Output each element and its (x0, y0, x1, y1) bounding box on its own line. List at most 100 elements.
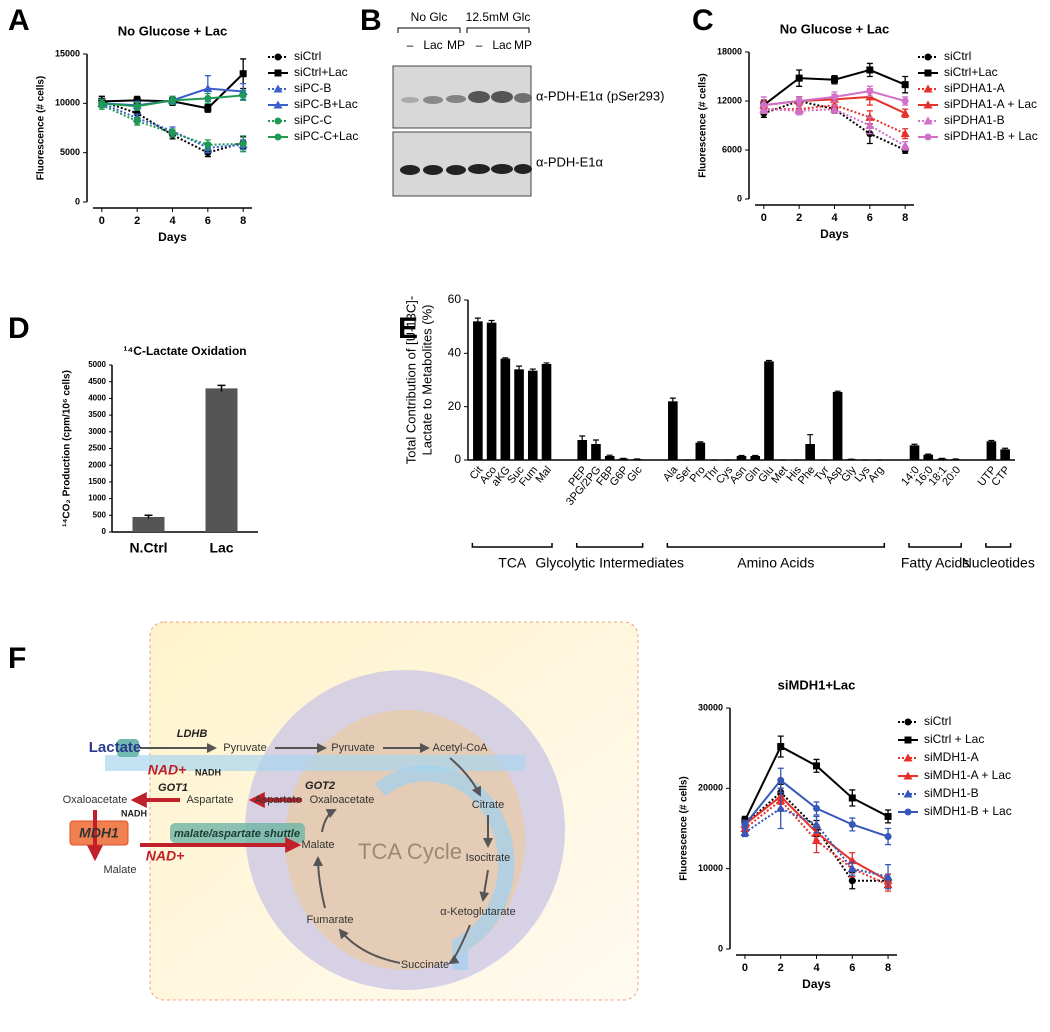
panel-label: E (398, 312, 418, 345)
series-line (101, 104, 244, 146)
legend-label: siPDHA1-B (944, 113, 1005, 127)
group-bracket (908, 543, 962, 548)
y-axis-label: ¹⁴CO₂ Production (cpm/10⁶ cells) (62, 370, 73, 527)
error-bar (911, 443, 918, 447)
diagram-node: NAD+ (148, 762, 187, 778)
point (848, 794, 856, 802)
x-tick-label: Glc (625, 464, 645, 485)
y-tick-label: 1500 (88, 477, 106, 486)
diagram-node: Isocitrate (466, 852, 511, 864)
legend-label: siMDH1-B (924, 786, 979, 800)
bar (604, 456, 615, 460)
y-tick-label: 15000 (55, 48, 80, 58)
point (133, 96, 141, 104)
bar (764, 361, 774, 460)
y-tick-label: 20 (448, 399, 462, 413)
diagram-node: Malate (103, 864, 136, 876)
legend-label: siMDH1-A (924, 750, 979, 764)
point (901, 97, 909, 105)
chart-title: No Glucose + Lac (780, 21, 889, 36)
bar (1000, 449, 1010, 460)
chart-title: ¹⁴C-Lactate Oxidation (123, 344, 246, 358)
point (204, 104, 212, 112)
y-axis-label: Lactate to Metabolites (%) (419, 304, 434, 455)
point (865, 121, 875, 129)
panel-label: B (360, 4, 382, 37)
y-tick-label: 500 (93, 510, 107, 519)
point (133, 102, 141, 110)
point (203, 84, 213, 93)
error-bar (952, 458, 959, 460)
y-tick-label: 20000 (698, 783, 723, 793)
point (741, 820, 749, 828)
error-bar (579, 435, 586, 444)
point (777, 743, 785, 751)
series (759, 104, 910, 151)
error-bar (474, 317, 481, 325)
point (812, 819, 821, 828)
condition-label: 12.5mM Glc (466, 10, 531, 24)
y-tick-label: 4000 (88, 394, 106, 403)
x-tick-label: 8 (902, 212, 908, 224)
error-bar (807, 434, 814, 454)
y-tick-label: 0 (718, 943, 723, 953)
point (795, 74, 803, 82)
diagram-node: Succinate (401, 959, 449, 971)
bar (486, 322, 497, 460)
error-bar (765, 359, 772, 363)
point (133, 117, 141, 125)
diagram-node: LDHB (177, 728, 208, 740)
legend-label: siMDH1-A + Lac (924, 768, 1011, 782)
series (98, 89, 247, 111)
bar (527, 370, 538, 460)
error-bar (502, 357, 509, 360)
point (847, 864, 857, 873)
error-bar (634, 458, 641, 460)
point (794, 106, 804, 115)
diagram-node: Citrate (472, 799, 504, 811)
series-line (763, 104, 906, 135)
point (169, 96, 176, 104)
x-tick-label: 6 (867, 212, 873, 224)
bar (750, 456, 761, 460)
group-bracket (666, 543, 886, 548)
legend-label: siCtrl + Lac (924, 732, 984, 746)
legend-marker (274, 53, 282, 61)
legend-marker (924, 53, 932, 61)
error-bar (606, 454, 613, 457)
legend-marker (924, 133, 932, 141)
series-line (744, 807, 889, 878)
y-axis-label: Fluorescence (# cells) (698, 73, 709, 178)
error-bar (738, 454, 745, 457)
point (900, 141, 910, 150)
legend-marker (904, 808, 912, 816)
bar (950, 459, 961, 460)
x-axis-label: Days (802, 977, 831, 991)
point (866, 66, 874, 74)
x-tick-label: 4 (169, 215, 176, 227)
group-bracket (985, 543, 1012, 548)
y-tick-label: 10000 (55, 98, 80, 108)
x-tick-label: Mal (533, 464, 554, 485)
y-tick-label: 5000 (60, 147, 80, 157)
x-tick-label: 8 (885, 962, 891, 974)
bar (695, 442, 706, 460)
legend-label: siPDHA1-A + Lac (944, 97, 1037, 111)
legend-label: siPC-B (294, 81, 331, 95)
bar (736, 456, 747, 460)
point (133, 109, 141, 117)
legend-marker (923, 116, 933, 125)
legend-label: siCtrl (944, 49, 971, 63)
legend-marker (274, 117, 282, 125)
y-tick-label: 0 (454, 452, 461, 466)
point (866, 87, 874, 95)
y-tick-label: 0 (102, 527, 107, 536)
series (760, 85, 909, 114)
series-line (101, 102, 244, 149)
bar (514, 369, 524, 460)
blot (392, 27, 532, 197)
error-bar (543, 362, 550, 366)
lane-label: Lac (492, 38, 511, 52)
chart-title: No Glucose + Lac (118, 23, 227, 38)
point (98, 99, 106, 107)
